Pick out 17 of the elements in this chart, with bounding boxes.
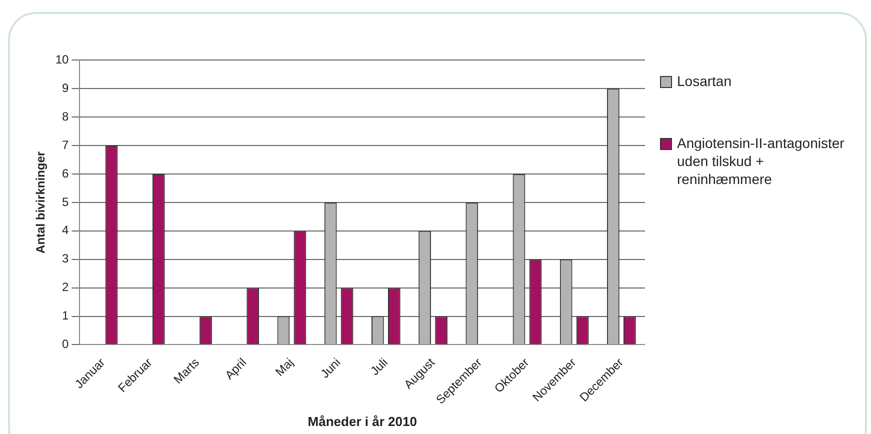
y-tick-label: 2 <box>62 280 70 294</box>
y-tick-label: 0 <box>62 337 70 352</box>
y-tick-label: 1 <box>62 308 70 323</box>
y-axis-title: Antal bivirkninger <box>34 151 48 254</box>
y-tick-label: 3 <box>62 252 70 266</box>
x-axis-title: Måneder i år 2010 <box>308 414 417 429</box>
y-tick-label: 8 <box>62 109 70 124</box>
y-tick-label: 5 <box>62 194 70 209</box>
y-tick-label: 6 <box>62 166 70 180</box>
y-tick-label: 4 <box>62 223 70 238</box>
legend-label: Losartan <box>677 72 732 90</box>
y-tick-label: 10 <box>55 52 70 67</box>
x-tick-label: Juli <box>368 355 390 378</box>
y-tick-label: 9 <box>62 80 70 95</box>
y-tick-label: 7 <box>62 138 70 152</box>
x-tick-label: Maj <box>272 355 296 379</box>
legend-label: Angiotensin-II-antagonister uden tilskud + reninhæmmere <box>677 134 846 188</box>
